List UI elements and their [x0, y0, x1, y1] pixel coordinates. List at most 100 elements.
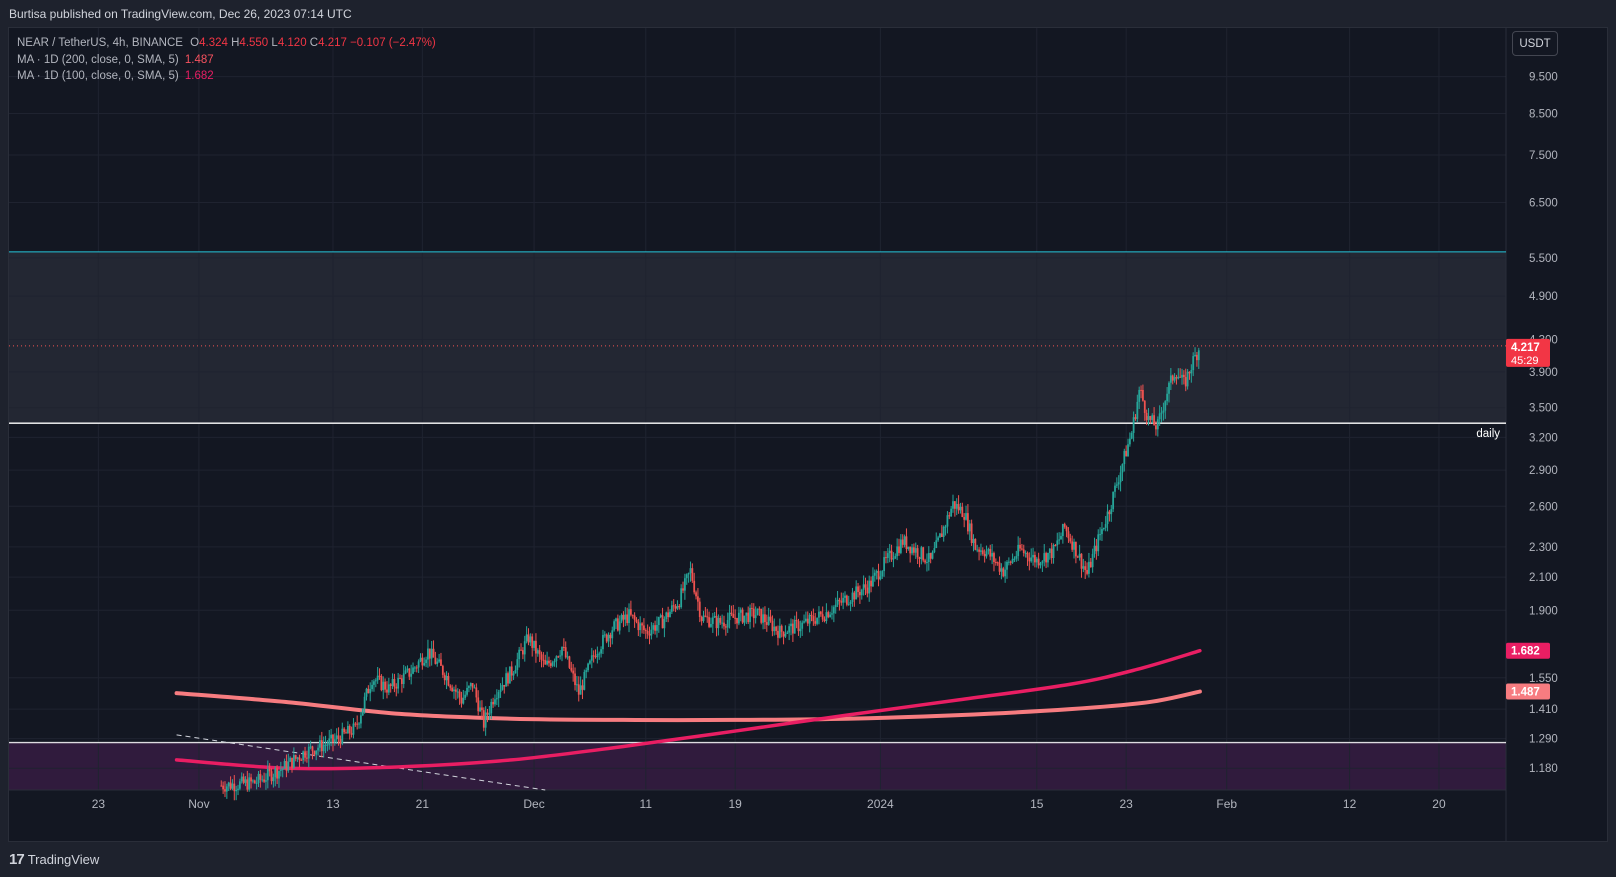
- ma100-tag-value: 1.682: [1511, 646, 1540, 658]
- legend-symbol[interactable]: NEAR / TetherUS, 4h, BINANCE: [17, 37, 183, 49]
- candle-body: [436, 661, 439, 664]
- candle-body: [795, 619, 798, 622]
- candle-body: [1076, 556, 1079, 558]
- candle-body: [257, 773, 260, 783]
- candle-body: [970, 523, 973, 544]
- candle-body: [518, 649, 521, 660]
- candle-body: [1034, 554, 1036, 563]
- candle-body: [279, 769, 282, 772]
- candle-body: [1190, 370, 1193, 374]
- tradingview-footer[interactable]: 17 TradingView: [9, 847, 99, 873]
- y-tick-label: 1.180: [1529, 763, 1558, 775]
- candle-body: [430, 648, 433, 659]
- candle-body: [603, 634, 606, 636]
- candle-body: [618, 621, 621, 631]
- legend-ohlc-row[interactable]: NEAR / TetherUS, 4h, BINANCE O4.324 H4.5…: [17, 35, 436, 52]
- candle-body: [1181, 374, 1183, 378]
- candle-body: [384, 681, 387, 690]
- candle-body: [495, 698, 498, 700]
- candle-body: [548, 660, 550, 664]
- candle-body: [1106, 511, 1109, 525]
- candle-body: [1028, 557, 1031, 562]
- candle-body: [294, 755, 297, 759]
- legend-open-label: O: [190, 37, 200, 49]
- candle-body: [754, 615, 757, 619]
- candle-body: [501, 685, 504, 690]
- candle-body: [860, 589, 863, 596]
- candle-body: [1142, 389, 1144, 401]
- candle-body: [607, 634, 610, 642]
- candle-body: [535, 640, 537, 654]
- candle-body: [1136, 401, 1139, 419]
- candle-body: [432, 648, 435, 658]
- candle-body: [937, 537, 940, 541]
- candle-body: [872, 575, 874, 587]
- candle-body: [851, 592, 854, 602]
- candle-body: [389, 684, 392, 686]
- candle-body: [317, 747, 319, 751]
- candle-body: [663, 619, 666, 629]
- candle-body: [261, 779, 264, 781]
- candle-body: [508, 666, 511, 684]
- candle-body: [1015, 556, 1018, 559]
- candle-body: [345, 732, 347, 734]
- candle-body: [1020, 548, 1023, 550]
- candle-body: [231, 783, 234, 789]
- candle-body: [762, 614, 764, 623]
- currency-button[interactable]: USDT: [1512, 31, 1558, 56]
- candle-body: [1050, 548, 1053, 559]
- candle-body: [373, 681, 375, 685]
- candle-body: [391, 678, 394, 686]
- chart-legend: NEAR / TetherUS, 4h, BINANCE O4.324 H4.5…: [17, 35, 436, 85]
- candle-body: [628, 609, 630, 624]
- candle-body: [1192, 356, 1195, 371]
- candle-body: [562, 647, 565, 649]
- candle-body: [771, 620, 774, 632]
- candle-body: [337, 735, 340, 739]
- candle-body: [855, 586, 858, 600]
- ma200-line: [174, 689, 1202, 723]
- candle-body: [363, 696, 366, 709]
- candle-body: [445, 675, 448, 681]
- candle-body: [801, 622, 804, 629]
- legend-ma200-row[interactable]: MA · 1D (200, close, 0, SMA, 5) 1.487: [17, 52, 436, 69]
- candle-body: [888, 550, 891, 554]
- candle-body: [784, 633, 787, 637]
- candle-body: [324, 744, 327, 746]
- candle-body: [907, 546, 910, 549]
- candle-body: [1071, 541, 1074, 550]
- candle-body: [339, 738, 342, 744]
- price-chart[interactable]: 9.5008.5007.5006.5005.5004.9004.3003.900…: [9, 28, 1607, 841]
- candle-body: [1084, 566, 1087, 570]
- candle-body: [510, 666, 513, 676]
- candle-body: [322, 744, 325, 752]
- candle-body: [309, 746, 312, 748]
- candle-body: [1182, 374, 1185, 378]
- candle-body: [845, 595, 848, 605]
- y-tick-label: 2.900: [1529, 465, 1558, 477]
- candle-body: [713, 615, 716, 618]
- chart-panel[interactable]: 9.5008.5007.5006.5005.5004.9004.3003.900…: [8, 27, 1608, 842]
- candle-body: [862, 584, 865, 590]
- candle-body: [1088, 561, 1090, 574]
- y-tick-label: 3.200: [1529, 432, 1558, 444]
- candle-body: [633, 615, 636, 620]
- last-price-countdown: 45:29: [1511, 355, 1539, 367]
- candle-body: [760, 608, 763, 623]
- candle-body: [905, 536, 908, 549]
- candle-body: [674, 606, 677, 609]
- y-tick-label: 2.300: [1529, 542, 1558, 554]
- legend-ma200-label: MA · 1D (200, close, 0, SMA, 5): [17, 53, 179, 66]
- candle-body: [281, 768, 284, 770]
- candle-body: [799, 628, 802, 632]
- candle-body: [320, 740, 323, 752]
- candle-body: [693, 580, 696, 593]
- candle-body: [335, 735, 338, 740]
- candle-body: [810, 614, 813, 617]
- candle-body: [940, 533, 943, 537]
- legend-ma100-row[interactable]: MA · 1D (100, close, 0, SMA, 5) 1.682: [17, 68, 436, 85]
- candle-body: [1168, 382, 1170, 394]
- x-tick-label: 13: [326, 797, 340, 811]
- candle-body: [991, 553, 994, 557]
- candle-body: [587, 663, 589, 671]
